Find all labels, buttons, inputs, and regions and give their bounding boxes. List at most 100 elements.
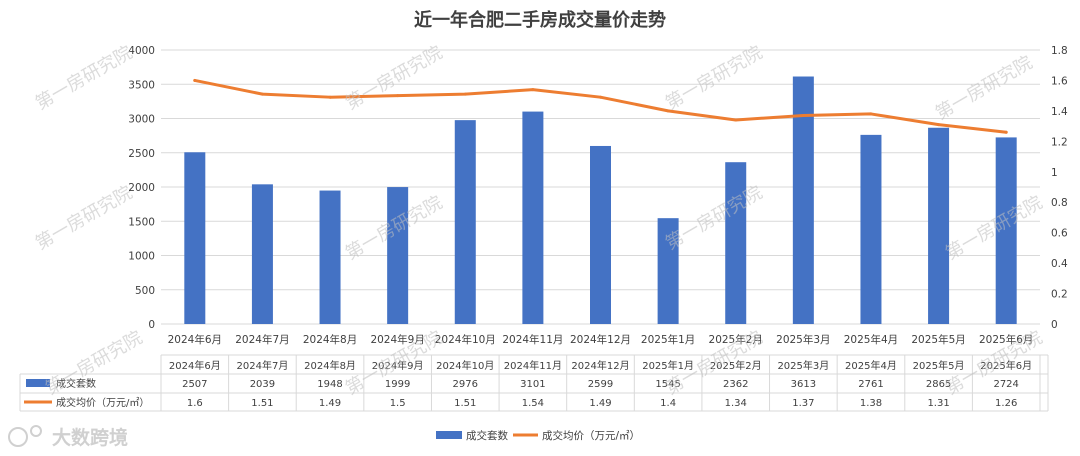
line-point: [734, 118, 738, 122]
right-tick-label: 1.2: [1051, 136, 1068, 148]
brand-logo: 大数跨境: [8, 425, 128, 449]
bar: [860, 134, 882, 324]
bar: [725, 162, 747, 324]
line-point: [869, 112, 873, 116]
chart-title: 近一年合肥二手房成交量价走势: [414, 9, 666, 31]
brand-icon: [8, 427, 28, 447]
right-tick-label: 1.4: [1051, 106, 1068, 118]
table-cell: 1948: [317, 379, 342, 390]
right-tick-label: 0: [1051, 319, 1058, 331]
bar: [590, 145, 611, 324]
legend-label: 成交均价（万元/㎡）: [542, 429, 640, 442]
table-cell: 1.26: [995, 398, 1017, 409]
table-cell: 1.51: [454, 398, 476, 409]
x-tick-label: 2024年6月: [168, 333, 222, 346]
left-tick-label: 0: [148, 319, 155, 331]
x-tick-label: 2024年11月: [502, 333, 563, 346]
table-cell: 3101: [520, 379, 545, 390]
line-point: [1004, 130, 1008, 134]
watermark-text: 第一房研究院: [32, 42, 136, 114]
x-tick-label: 2024年9月: [370, 333, 424, 346]
legend: 成交套数 成交均价（万元/㎡）: [436, 429, 640, 442]
x-tick-label: 2024年10月: [435, 333, 496, 346]
line-point: [396, 94, 400, 98]
table-row-label: 成交套数: [56, 377, 96, 390]
line-point: [328, 95, 332, 99]
right-tick-label: 0.4: [1051, 258, 1068, 270]
watermark-text: 第一房研究院: [942, 192, 1046, 264]
table-header-cell: 2025年1月: [642, 359, 694, 372]
line-point: [193, 78, 197, 82]
x-tick-label: 2025年5月: [911, 333, 965, 346]
bar-series: [184, 76, 1017, 325]
table-header-cell: 2024年7月: [237, 359, 289, 372]
line-point: [463, 92, 467, 96]
left-tick-label: 1500: [128, 216, 155, 228]
table-cell: 1.6: [187, 398, 203, 409]
table-cell: 1.5: [390, 398, 406, 409]
watermark-text: 第一房研究院: [662, 42, 766, 114]
table-cell: 2976: [453, 379, 478, 390]
left-tick-label: 500: [135, 285, 155, 297]
table-cell: 1545: [655, 379, 680, 390]
x-tick-label: 2025年6月: [979, 333, 1033, 346]
table-header-cell: 2025年4月: [845, 359, 897, 372]
left-tick-label: 3500: [128, 79, 155, 91]
x-tick-label: 2025年4月: [844, 333, 898, 346]
right-tick-label: 0.8: [1051, 197, 1068, 209]
bar: [319, 190, 341, 324]
left-tick-label: 3000: [128, 114, 155, 126]
bar: [995, 137, 1017, 324]
left-tick-label: 2000: [128, 182, 155, 194]
right-axis: 0 0.2 0.4 0.6 0.8 1 1.2 1.4 1.6 1.8: [1051, 45, 1068, 331]
table-cell: 2865: [926, 379, 951, 390]
x-tick-label: 2024年7月: [235, 333, 289, 346]
line-point: [599, 95, 602, 99]
brand-name: 大数跨境: [52, 426, 128, 449]
table-cell: 1.49: [319, 398, 341, 409]
x-tick-label: 2025年1月: [641, 333, 695, 346]
watermark-text: 第一房研究院: [32, 182, 136, 254]
bar: [251, 184, 273, 324]
right-tick-label: 0.2: [1051, 289, 1068, 301]
table-cell: 1.38: [860, 398, 882, 409]
table-cell: 2724: [993, 379, 1018, 390]
x-tick-label: 2025年2月: [709, 333, 763, 346]
table-header-cell: 2024年8月: [304, 359, 356, 372]
line-point: [937, 123, 941, 127]
bar: [792, 76, 814, 325]
x-tick-label: 2024年12月: [570, 333, 631, 346]
x-tick-label: 2024年8月: [303, 333, 357, 346]
table-cell: 2039: [250, 379, 275, 390]
table-header-cell: 2024年6月: [169, 359, 221, 372]
bar: [184, 152, 206, 324]
bar: [522, 111, 544, 324]
x-tick-label: 2025年3月: [776, 333, 830, 346]
legend-key-bar: [436, 431, 462, 439]
table-cell: 1999: [385, 379, 410, 390]
table-header-cell: 2025年2月: [710, 359, 762, 372]
table-header-cell: 2025年3月: [777, 359, 829, 372]
line-point: [260, 92, 264, 96]
right-tick-label: 1.8: [1051, 45, 1068, 57]
data-table: 2024年6月 2024年7月 2024年8月 2024年9月 2024年10月 2024…: [19, 354, 1049, 412]
line-point: [531, 88, 535, 92]
table-cell: 2362: [723, 379, 748, 390]
table-cell: 2599: [588, 379, 613, 390]
right-tick-label: 0.6: [1051, 228, 1068, 240]
table-legend-key-bar: [26, 379, 50, 387]
watermark-text: 第一房研究院: [932, 52, 1036, 124]
table-header-cell: 2024年10月: [436, 359, 494, 372]
bar: [928, 127, 950, 324]
table-header-cell: 2024年9月: [372, 359, 424, 372]
bar: [454, 120, 476, 324]
table-cell: 1.51: [251, 398, 273, 409]
watermark-text: 第一房研究院: [342, 42, 446, 114]
x-axis: 2024年6月 2024年7月 2024年8月 2024年9月 2024年10月 2024…: [168, 333, 1034, 346]
table-header-cell: 2024年12月: [571, 359, 629, 372]
price-line: [193, 78, 1008, 134]
table-cell: 1.34: [725, 398, 747, 409]
right-tick-label: 1.6: [1051, 75, 1068, 87]
table-cell: 1.4: [660, 398, 676, 409]
